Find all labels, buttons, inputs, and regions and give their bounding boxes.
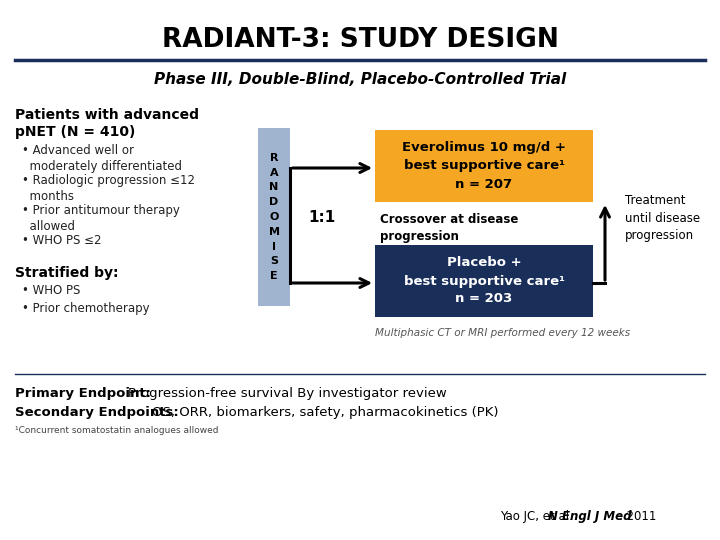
Text: Crossover at disease
progression: Crossover at disease progression	[380, 213, 518, 243]
Text: • Advanced well or
  moderately differentiated: • Advanced well or moderately differenti…	[22, 144, 182, 173]
Text: N Engl J Med: N Engl J Med	[548, 510, 631, 523]
Text: • Prior chemotherapy: • Prior chemotherapy	[22, 302, 150, 315]
Text: Yao JC, et al.: Yao JC, et al.	[500, 510, 577, 523]
Text: • WHO PS: • WHO PS	[22, 284, 81, 297]
Text: • WHO PS ≤2: • WHO PS ≤2	[22, 234, 102, 247]
Text: Phase III, Double-Blind, Placebo-Controlled Trial: Phase III, Double-Blind, Placebo-Control…	[154, 71, 566, 86]
Text: • Radiologic progression ≤12
  months: • Radiologic progression ≤12 months	[22, 174, 195, 203]
Text: ¹Concurrent somatostatin analogues allowed: ¹Concurrent somatostatin analogues allow…	[15, 426, 218, 435]
Text: Primary Endpoint:: Primary Endpoint:	[15, 387, 156, 400]
Text: 1:1: 1:1	[308, 211, 336, 226]
Text: Patients with advanced
pNET (N = 410): Patients with advanced pNET (N = 410)	[15, 108, 199, 139]
Text: RADIANT-3: STUDY DESIGN: RADIANT-3: STUDY DESIGN	[161, 27, 559, 53]
Text: . 2011: . 2011	[619, 510, 657, 523]
Text: Placebo +
best supportive care¹
n = 203: Placebo + best supportive care¹ n = 203	[403, 256, 564, 306]
Text: Progression-free survival By investigator review: Progression-free survival By investigato…	[128, 387, 446, 400]
FancyBboxPatch shape	[375, 245, 593, 317]
FancyBboxPatch shape	[375, 130, 593, 202]
Text: • Prior antitumour therapy
  allowed: • Prior antitumour therapy allowed	[22, 204, 180, 233]
Text: Secondary Endpoints:: Secondary Endpoints:	[15, 406, 184, 419]
FancyBboxPatch shape	[258, 128, 290, 306]
Text: Treatment
until disease
progression: Treatment until disease progression	[625, 194, 700, 241]
Text: Stratified by:: Stratified by:	[15, 266, 119, 280]
Text: R
A
N
D
O
M
I
S
E: R A N D O M I S E	[269, 153, 279, 281]
Text: OS, ORR, biomarkers, safety, pharmacokinetics (PK): OS, ORR, biomarkers, safety, pharmacokin…	[152, 406, 498, 419]
Text: Multiphasic CT or MRI performed every 12 weeks: Multiphasic CT or MRI performed every 12…	[375, 328, 630, 338]
Text: Everolimus 10 mg/d +
best supportive care¹
n = 207: Everolimus 10 mg/d + best supportive car…	[402, 141, 566, 191]
